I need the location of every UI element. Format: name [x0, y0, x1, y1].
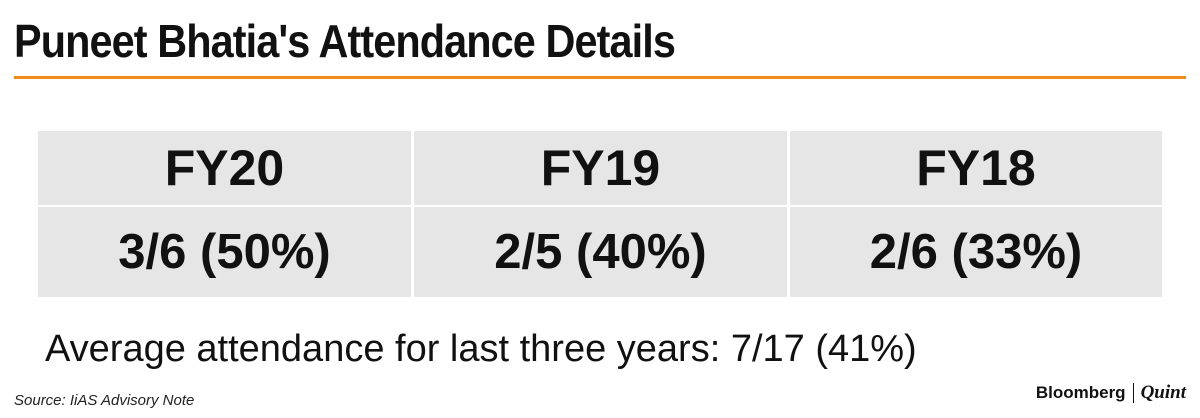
value-fy19: 2/5 (40%)	[414, 207, 787, 297]
source-note: Source: IiAS Advisory Note	[14, 392, 195, 409]
chart-title: Puneet Bhatia's Attendance Details	[14, 15, 676, 67]
brand-divider	[1132, 383, 1134, 403]
brand-sub: Quint	[1140, 382, 1186, 403]
brand-logo: Bloomberg Quint	[1036, 382, 1186, 404]
attendance-table: FY20 FY19 FY18 3/6 (50%) 2/5 (40%) 2/6 (…	[38, 131, 1162, 297]
header-fy19: FY19	[414, 131, 787, 205]
header-fy20: FY20	[38, 131, 411, 205]
average-attendance: Average attendance for last three years:…	[45, 328, 917, 370]
value-fy20: 3/6 (50%)	[38, 207, 411, 297]
header-fy18: FY18	[790, 131, 1162, 205]
value-fy18: 2/6 (33%)	[790, 207, 1162, 297]
title-underline	[14, 76, 1186, 79]
brand-name: Bloomberg	[1035, 383, 1126, 402]
